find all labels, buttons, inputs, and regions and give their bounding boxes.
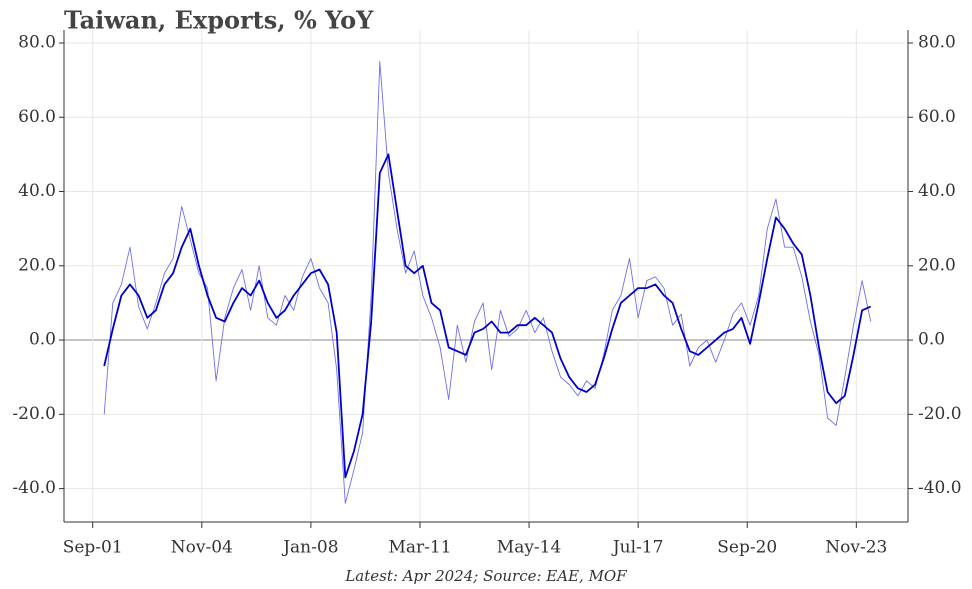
series-line xyxy=(103,61,872,504)
series-line xyxy=(103,153,872,479)
y2-tick-label: 20.0 xyxy=(918,255,956,275)
caption: Latest: Apr 2024; Source: EAE, MOF xyxy=(344,567,627,585)
y-tick-label: 60.0 xyxy=(18,107,56,127)
y2-tick-label: -20.0 xyxy=(918,404,962,424)
y2-tick-label: 60.0 xyxy=(918,107,956,127)
y2-tick-label: -40.0 xyxy=(918,478,962,498)
y-tick-label: 40.0 xyxy=(18,181,56,201)
y-tick-label: -20.0 xyxy=(12,404,56,424)
x-tick-label: Sep-20 xyxy=(717,538,777,558)
y2-tick-label: 40.0 xyxy=(918,181,956,201)
y-tick-label: 0.0 xyxy=(29,330,56,350)
chart-title: Taiwan, Exports, % YoY xyxy=(64,6,374,35)
x-tick-label: Nov-23 xyxy=(825,538,887,558)
x-tick-label: Sep-01 xyxy=(63,538,123,558)
y-tick-label: -40.0 xyxy=(12,478,56,498)
y-tick-label: 80.0 xyxy=(18,32,56,52)
x-tick-label: Jul-17 xyxy=(611,538,664,558)
x-tick-label: Mar-11 xyxy=(388,538,451,558)
y-tick-label: 20.0 xyxy=(18,255,56,275)
x-tick-label: Jan-08 xyxy=(281,538,338,558)
y2-tick-label: 0.0 xyxy=(918,330,945,350)
y2-tick-label: 80.0 xyxy=(918,32,956,52)
x-tick-label: Nov-04 xyxy=(171,538,233,558)
x-tick-label: May-14 xyxy=(497,538,562,558)
